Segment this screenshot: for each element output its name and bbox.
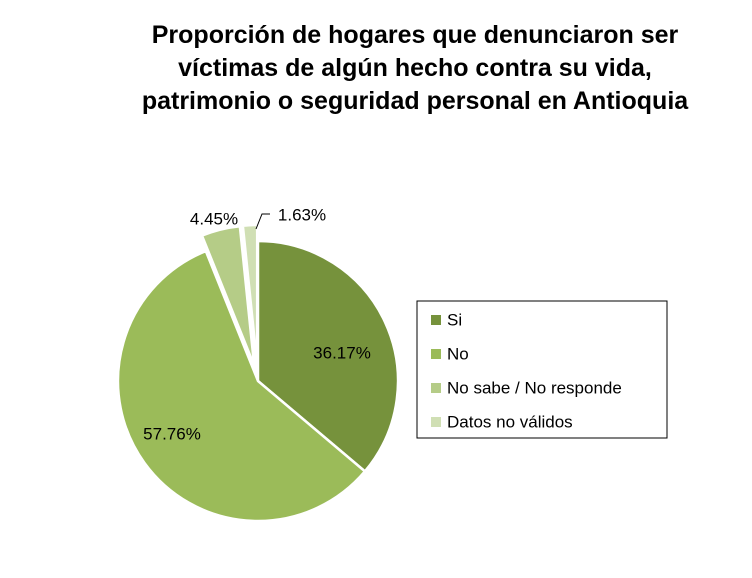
- legend-label-no-sabe-no-responde: No sabe / No responde: [447, 379, 622, 398]
- pie-slice-no: [116, 249, 367, 523]
- legend-swatch-si: [431, 315, 441, 325]
- pie-slice-no-sabe-no-responde: [200, 224, 256, 367]
- data-label-datos-no-validos: 1.63%: [278, 206, 326, 225]
- legend-label-no: No: [447, 345, 469, 364]
- legend-swatch-no-sabe-no-responde: [431, 383, 441, 393]
- legend-swatch-datos-no-validos: [431, 417, 441, 427]
- chart-title: Proporción de hogares que denunciaron se…: [141, 21, 689, 115]
- legend-label-datos-no-validos: Datos no válidos: [447, 413, 573, 432]
- legend-box: [416, 300, 668, 439]
- data-label-si: 36.17%: [313, 344, 371, 363]
- leader-line-datos-no-validos: [255, 213, 270, 230]
- legend: Si No No sabe / No responde Datos no válido…: [416, 300, 668, 439]
- data-label-no: 57.76%: [143, 425, 201, 444]
- legend-swatch-no: [431, 349, 441, 359]
- pie-data-labels: 36.17% 57.76% 4.45% 1.63%: [143, 206, 371, 444]
- legend-label-si: Si: [447, 311, 462, 330]
- pie-slices: [116, 223, 400, 523]
- pie-slice-si: [256, 239, 400, 473]
- data-label-no-sabe-no-responde: 4.45%: [190, 210, 238, 229]
